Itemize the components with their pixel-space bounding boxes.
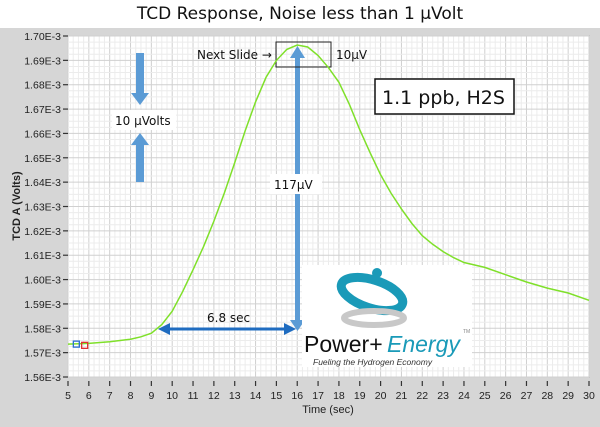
cursors[interactable]	[72, 340, 89, 349]
y-tick-label: 1.56E-3	[24, 372, 61, 384]
y-tick-label: 1.67E-3	[24, 104, 61, 116]
x-tick-label: 30	[583, 390, 595, 402]
x-tick-label: 24	[458, 390, 470, 402]
x-tick-label: 25	[479, 390, 491, 402]
x-tick-label: 26	[500, 390, 512, 402]
noise-label: 10 µVolts	[115, 114, 171, 128]
power-energy-logo: Power+ Energy TM Fueling the Hydrogen Ec…	[302, 265, 472, 367]
sample-label: 1.1 ppb, H2S	[382, 87, 505, 109]
x-tick-label: 27	[521, 390, 533, 402]
x-tick-label: 11	[188, 390, 199, 402]
y-tick-label: 1.62E-3	[24, 226, 61, 238]
logo-ring-icon	[336, 272, 408, 316]
y-tick-label: 1.66E-3	[24, 128, 61, 140]
cursor-marker-2[interactable]	[81, 341, 89, 349]
y-tick-label: 1.59E-3	[24, 299, 61, 311]
x-tick-label: 28	[541, 390, 553, 402]
y-tick-label: 1.65E-3	[24, 153, 61, 165]
sample-label-box	[374, 78, 515, 115]
series-line-tcd-a	[67, 44, 590, 345]
x-tick-label: 18	[333, 390, 345, 402]
x-tick-label: 16	[291, 390, 303, 402]
noise-down-arrow	[131, 53, 149, 105]
x-tick-label: 20	[375, 390, 387, 402]
x-tick-label: 29	[562, 390, 574, 402]
x-tick-label: 9	[148, 390, 154, 402]
y-tick-label: 1.58E-3	[24, 323, 61, 335]
y-tick-label: 1.69E-3	[24, 55, 61, 67]
logo-shadow-icon	[341, 308, 407, 328]
x-tick-label: 19	[354, 390, 366, 402]
x-tick-label: 23	[437, 390, 449, 402]
noise-label-bg	[112, 110, 176, 130]
x-axis-label: Time (sec)	[302, 404, 354, 416]
x-tick-label: 5	[65, 390, 71, 402]
chart-title: TCD Response, Noise less than 1 µVolt	[136, 4, 464, 24]
x-tick-label: 22	[416, 390, 428, 402]
logo-brand-left: Power+	[304, 331, 383, 357]
rise-time-label: 6.8 sec	[207, 311, 250, 325]
logo-tm: TM	[463, 329, 470, 335]
logo-orb-icon	[372, 268, 382, 278]
x-tick-label: 12	[208, 390, 220, 402]
peak-height-label-bg	[270, 174, 322, 194]
x-tick-label: 17	[312, 390, 324, 402]
x-tick-label: 21	[396, 390, 408, 402]
peak-height-label: 117µV	[274, 178, 314, 192]
zoom-box	[275, 41, 332, 68]
next-slide-label: Next Slide →	[197, 48, 272, 62]
y-tick-label: 1.68E-3	[24, 80, 61, 92]
x-tick-label: 13	[229, 390, 241, 402]
y-tick-label: 1.63E-3	[24, 202, 61, 214]
x-tick-label: 6	[86, 390, 92, 402]
y-tick-label: 1.61E-3	[24, 250, 61, 262]
annotations: 10 µVolts 117µV 6.8 sec 10µV Next Slide …	[112, 41, 515, 335]
x-tick-label: 8	[128, 390, 134, 402]
logo-brand-right: Energy	[387, 331, 461, 357]
x-tick-label: 14	[250, 390, 262, 402]
logo-tagline: Fueling the Hydrogen Economy	[313, 357, 433, 367]
y-tick-label: 1.70E-3	[24, 31, 61, 43]
y-tick-label: 1.57E-3	[24, 348, 61, 360]
y-axis-label: TCD A (Volts)	[11, 171, 23, 241]
cursor-marker-1[interactable]	[72, 340, 80, 348]
x-axis: 5 6 7 8 9 10 11 12 13 14 15 16 17 18 19 20 21 22 23 24 25 26 2…	[65, 381, 595, 402]
rise-time-arrow	[158, 323, 296, 335]
y-axis: 1.70E-3 1.69E-3 1.68E-3 1.67E-3 1.66E-3 1.65E…	[24, 31, 68, 384]
x-tick-label: 10	[166, 390, 178, 402]
x-tick-label: 15	[271, 390, 283, 402]
x-tick-label: 7	[107, 390, 113, 402]
noise-up-arrow	[131, 133, 149, 182]
y-tick-label: 1.64E-3	[24, 177, 61, 189]
y-tick-label: 1.60E-3	[24, 275, 61, 287]
zoom-box-label: 10µV	[336, 48, 368, 62]
